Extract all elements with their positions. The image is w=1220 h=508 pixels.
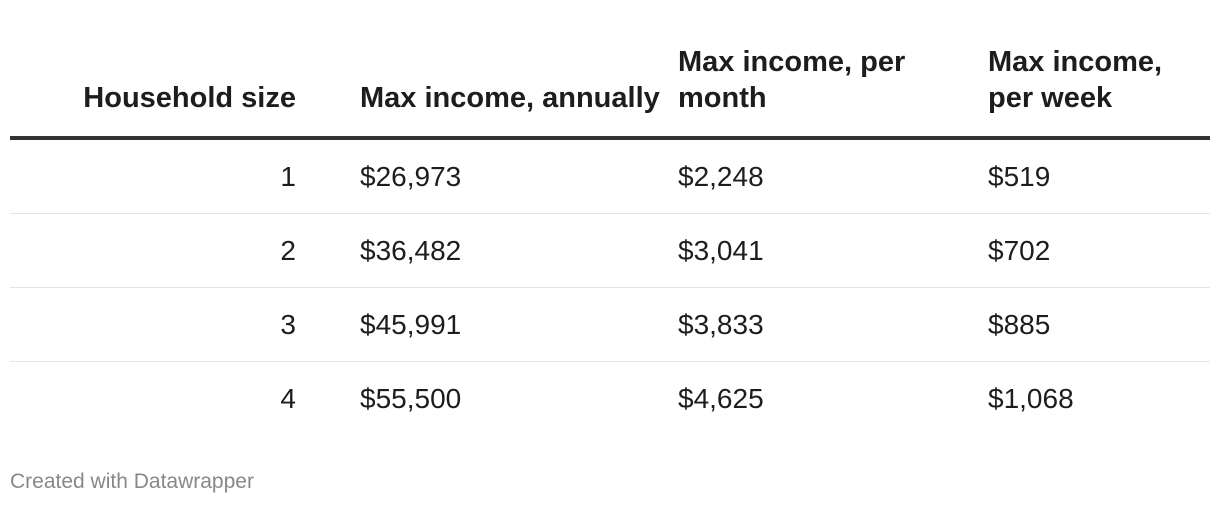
table-row: 3 $45,991 $3,833 $885 [10,287,1210,362]
cell-annual: $26,973 [360,138,678,214]
cell-household-size: 2 [10,213,296,288]
cell-weekly: $702 [988,213,1210,288]
cell-spacer [296,213,360,288]
cell-spacer [296,362,360,436]
table-row: 4 $55,500 $4,625 $1,068 [10,362,1210,436]
income-table-container: Household size Max income, annually Max … [10,44,1210,435]
cell-monthly: $3,041 [678,213,988,288]
column-spacer [296,44,360,140]
column-header-monthly[interactable]: Max income, per month [678,44,988,140]
cell-monthly: $2,248 [678,138,988,214]
cell-annual: $45,991 [360,287,678,362]
cell-weekly: $519 [988,138,1210,214]
datawrapper-credit[interactable]: Created with Datawrapper [10,470,254,493]
cell-spacer [296,287,360,362]
column-header-annual[interactable]: Max income, annually [360,44,678,140]
cell-annual: $36,482 [360,213,678,288]
column-header-household-size[interactable]: Household size [10,44,296,140]
cell-household-size: 3 [10,287,296,362]
table-row: 2 $36,482 $3,041 $702 [10,213,1210,288]
cell-weekly: $1,068 [988,382,1074,414]
cell-spacer [296,138,360,214]
cell-annual: $55,500 [360,382,462,414]
table-row: 1 $26,973 $2,248 $519 [10,138,1210,214]
cell-household-size: 4 [280,382,296,414]
cell-weekly: $885 [988,287,1210,362]
cell-household-size: 1 [10,138,296,214]
cell-monthly: $4,625 [678,382,764,414]
income-table: Household size Max income, annually Max … [10,44,1210,435]
cell-monthly: $3,833 [678,287,988,362]
table-header-row: Household size Max income, annually Max … [10,44,1210,140]
column-header-weekly[interactable]: Max income, per week [988,44,1210,140]
